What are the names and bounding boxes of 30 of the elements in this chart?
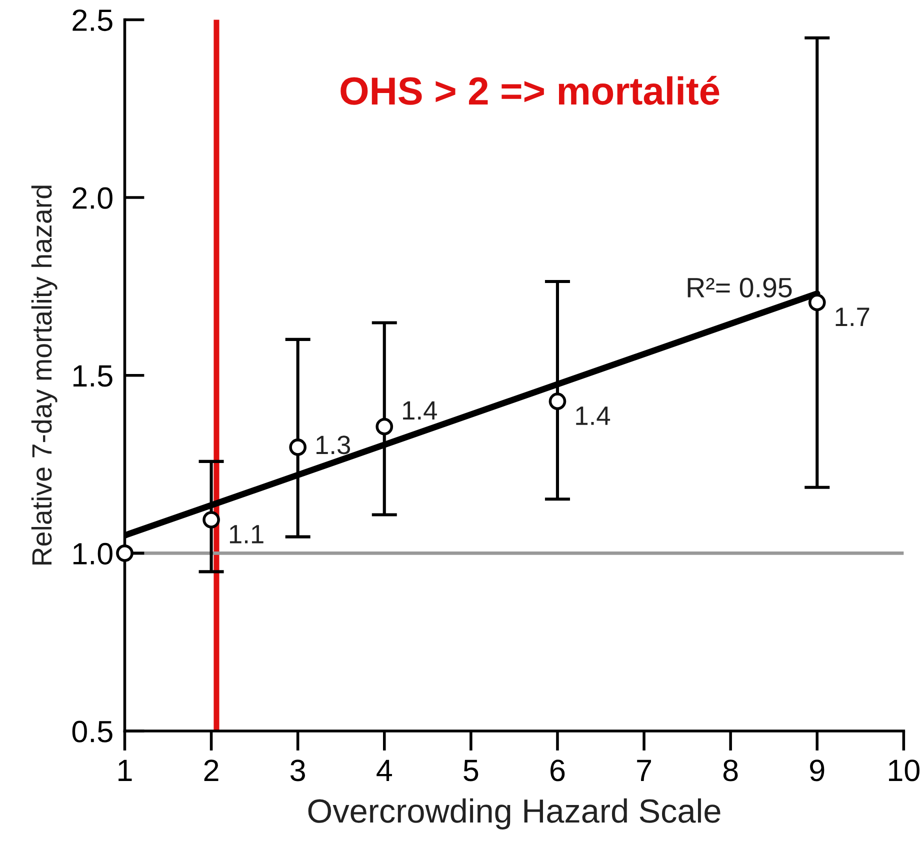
- x-tick-label: 3: [290, 760, 305, 782]
- y-tick-label: 2.0: [72, 187, 112, 209]
- x-tick-label: 4: [376, 760, 392, 781]
- x-tick-label: 1: [118, 760, 132, 781]
- annotation: R²= 0.95: [688, 278, 792, 298]
- y-axis-title: Relative 7-day mortality hazard: [31, 186, 58, 565]
- x-tick-label: 8: [723, 760, 738, 782]
- point: [808, 294, 826, 312]
- x-tick-label: 2: [204, 760, 218, 781]
- y-tick-label: 1.0: [73, 542, 112, 565]
- y-tick-label: 2.5: [72, 9, 112, 32]
- data-label: 1.4: [576, 406, 610, 425]
- y-tick-label: 1.5: [73, 365, 112, 387]
- x-tick-label: 6: [550, 760, 565, 782]
- x-tick-label: 7: [637, 760, 651, 781]
- data-label: 1.3: [316, 436, 350, 454]
- data-label: 1.1: [230, 525, 264, 544]
- point: [548, 392, 566, 410]
- x-tick-label: 9: [810, 760, 824, 782]
- point: [376, 418, 394, 436]
- point: [289, 438, 307, 456]
- y-tick-label: 0.5: [72, 720, 112, 742]
- data-label: 1.7: [836, 308, 870, 326]
- annotation: OHS > 2 => mortalité: [340, 76, 720, 105]
- data-label: 1.4: [403, 401, 437, 420]
- point: [202, 511, 220, 528]
- x-tick-label: 10: [889, 760, 920, 782]
- x-tick-label: 5: [464, 760, 478, 782]
- x-axis-title: Overcrowding Hazard Scale: [308, 798, 720, 830]
- point: [116, 544, 134, 562]
